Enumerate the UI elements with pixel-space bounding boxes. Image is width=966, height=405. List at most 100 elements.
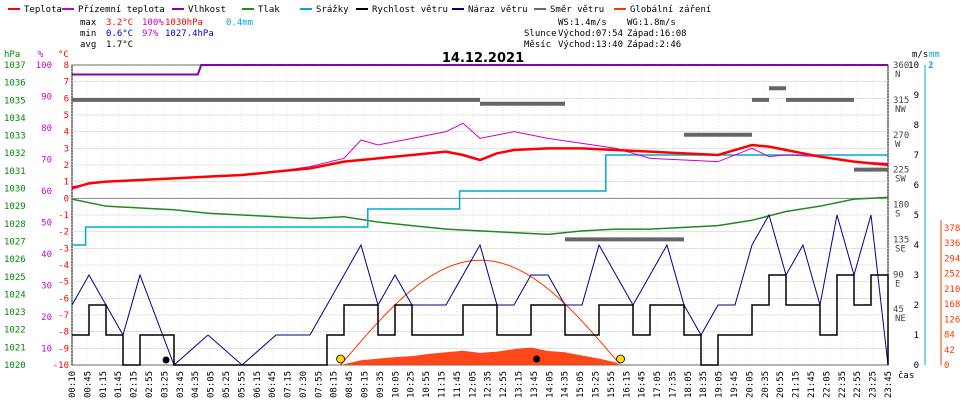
axis-pct-tick: 10	[41, 344, 52, 354]
axis-hpa-tick: 1037	[4, 61, 26, 71]
axis-hpa-tick: 1036	[4, 79, 26, 89]
axis-pct-tick: 40	[41, 250, 52, 260]
axis-pct-tick: 30	[41, 281, 52, 291]
axis-celsius-tick: 7	[64, 78, 69, 88]
sunrise-text: Východ:07:54	[558, 29, 623, 39]
sunset-text: Západ:16:08	[627, 29, 687, 39]
x-tick-label: 07:30	[299, 371, 309, 398]
x-tick-label: 03:25	[160, 371, 170, 398]
axis-solar-tick: 378	[944, 224, 960, 234]
stats-max-hum: 100%	[142, 18, 164, 28]
axis-hpa-tick: 1021	[4, 343, 26, 353]
legend-label-6: Náraz větru	[468, 5, 528, 15]
axis-ms-tick: 7	[914, 151, 919, 161]
x-tick-label: 23:45	[884, 371, 894, 398]
axis-celsius-tick: 6	[64, 94, 69, 104]
axis-solar-tick: 168	[944, 300, 960, 310]
axis-solar-tick: 84	[944, 331, 955, 341]
legend-label-4: Srážky	[316, 5, 349, 15]
axis-celsius-tick: -10	[53, 361, 69, 371]
x-tick-label: 22:55	[853, 371, 863, 398]
x-tick-label: 06:45	[268, 371, 278, 398]
stats-avg-label: avg	[80, 40, 96, 50]
axis-celsius-tick: -1	[58, 211, 69, 221]
axis-solar-tick: 42	[944, 346, 955, 356]
legend-label-0: Teplota	[24, 5, 62, 15]
moonrise-marker	[533, 355, 541, 363]
axis-hpa-label: hPa	[4, 50, 20, 60]
sun-label: Slunce	[524, 29, 557, 39]
x-tick-label: 09:15	[361, 371, 371, 398]
x-tick-label: 11:15	[438, 371, 448, 398]
x-tick-label: 00:10	[68, 371, 78, 398]
axis-dir-compass: E	[895, 279, 900, 289]
plot-area	[71, 64, 889, 366]
x-tick-label: 13:15	[514, 371, 524, 398]
x-tick-label: 08:45	[345, 371, 355, 398]
axis-hpa-tick: 1035	[4, 96, 26, 106]
axis-celsius-tick: 2	[64, 161, 69, 171]
axis-dir-compass: NE	[895, 314, 906, 324]
axis-dir-compass: S	[895, 210, 900, 220]
axis-pct-tick: 90	[41, 92, 52, 102]
stats-max-press: 1030hPa	[165, 18, 203, 28]
x-tick-label: 10:55	[422, 371, 432, 398]
series-humidity	[72, 64, 888, 76]
axis-celsius-label: °C	[58, 50, 69, 60]
axis-celsius-tick: -9	[58, 344, 69, 354]
axis-pct-tick: 20	[41, 313, 52, 323]
x-tick-label: 12:35	[484, 371, 494, 398]
axis-ms-tick: 8	[914, 121, 919, 131]
legend-label-5: Rychlost větru	[372, 5, 448, 15]
x-tick-label: 12:55	[499, 371, 509, 398]
grid	[71, 64, 889, 366]
axis-celsius-tick: -5	[58, 278, 69, 288]
stats-block: max 3.2°C 100% 1030hPa 0.4mm min 0.6°C 9…	[80, 18, 253, 50]
axis-mm-label: mm	[929, 50, 940, 60]
x-tick-label: 15:55	[607, 371, 617, 398]
axis-celsius-tick: -7	[58, 311, 69, 321]
x-tick-label: 11:45	[453, 371, 463, 398]
axis-mm-tick: 1	[928, 61, 933, 71]
axis-dir-tick: 90	[893, 270, 904, 280]
x-tick-label: 17:05	[653, 371, 663, 398]
axis-celsius-tick: -2	[58, 228, 69, 238]
axis-pct-tick: 50	[41, 218, 52, 228]
axis-hpa-tick: 1028	[4, 220, 26, 230]
stats-max-rain: 0.4mm	[226, 18, 253, 28]
legend-label-1: Přízemní teplota	[78, 5, 165, 15]
axis-celsius-tick: 4	[64, 128, 69, 138]
x-tick-label: 02:15	[130, 371, 140, 398]
x-tick-label: 07:55	[314, 371, 324, 398]
axis-dir-tick: 360	[893, 61, 909, 71]
axis-pct-label: %	[38, 50, 44, 60]
series-pressure	[71, 196, 889, 236]
stats-min-press: 1027.4hPa	[165, 29, 214, 39]
legend-label-8: Globální záření	[630, 5, 711, 15]
x-tick-label: 22:05	[822, 371, 832, 398]
axis-pct-tick: 60	[41, 187, 52, 197]
x-tick-label: 14:35	[561, 371, 571, 398]
wg-text: WG:1.8m/s	[627, 18, 676, 28]
series-rain	[72, 154, 888, 246]
moon-label: Měsíc	[524, 40, 551, 50]
axis-dir-compass: W	[895, 140, 901, 150]
axis-hpa-tick: 1027	[4, 237, 26, 247]
x-tick-label: 15:05	[576, 371, 586, 398]
axis-celsius-tick: 3	[64, 144, 69, 154]
x-tick-label: 14:05	[545, 371, 555, 398]
axis-hpa-tick: 1029	[4, 202, 26, 212]
x-tick-label: 06:15	[253, 371, 263, 398]
x-tick-label: 05:55	[237, 371, 247, 398]
stats-min-hum: 97%	[142, 29, 159, 39]
axis-hpa-tick: 1033	[4, 132, 26, 142]
axis-dir-compass: SW	[895, 175, 906, 185]
axis-pct-tick: 80	[41, 124, 52, 134]
x-tick-label: 20:55	[776, 371, 786, 398]
axis-ms-label: m/s	[912, 50, 928, 60]
axis-ms-tick: 10	[908, 61, 919, 71]
series-solar-area	[340, 347, 620, 365]
series-solar-theoretical	[340, 259, 620, 366]
